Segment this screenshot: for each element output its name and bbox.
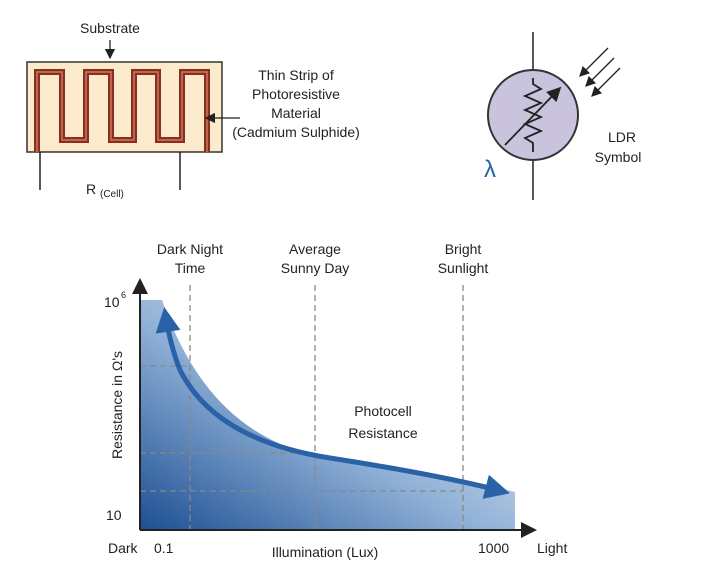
x-axis-title: Illumination (Lux) — [272, 544, 379, 560]
ldr-label: LDR — [608, 129, 636, 145]
marker-label: Time — [175, 260, 206, 276]
marker-label: Dark Night — [157, 241, 223, 257]
y-axis-title: Resistance in Ω's — [109, 351, 125, 459]
resistance-subscript: (Cell) — [100, 189, 124, 200]
x-right-end: Light — [537, 540, 567, 556]
marker-label: Average — [289, 241, 341, 257]
area — [140, 300, 515, 530]
light-arrow — [579, 47, 609, 77]
x-left-value: 0.1 — [154, 540, 174, 556]
ldr-label: Symbol — [595, 149, 642, 165]
cell-diagram: Substrate Thin Strip of Photoresistive M… — [26, 20, 360, 200]
light-arrow — [585, 57, 615, 87]
substrate-label: Substrate — [80, 20, 140, 36]
resistance-label: R — [86, 181, 96, 197]
curve — [155, 307, 183, 371]
graph: Dark Night Time Average Sunny Day Bright… — [104, 241, 567, 560]
x-right-value: 1000 — [478, 540, 509, 556]
marker-label: Bright — [445, 241, 482, 257]
light-arrow — [591, 67, 621, 97]
variable-arrow — [504, 86, 562, 146]
strip-label: Material — [271, 105, 321, 121]
curve-label: Photocell — [354, 403, 412, 419]
strip-label: (Cadmium Sulphide) — [232, 124, 360, 140]
strip-inner — [36, 71, 208, 152]
y-top-exponent: 6 — [121, 290, 126, 300]
curve-label: Resistance — [348, 425, 417, 441]
x-left-end: Dark — [108, 540, 139, 556]
strip-label: Thin Strip of — [258, 67, 334, 83]
marker-label: Sunlight — [438, 260, 489, 276]
y-bottom-label: 10 — [106, 507, 122, 523]
ldr-symbol: λ LDR Symbol — [484, 32, 641, 200]
marker-label: Sunny Day — [281, 260, 349, 276]
y-top-label: 10 — [104, 294, 120, 310]
strip-label: Photoresistive — [252, 86, 340, 102]
lambda: λ — [484, 156, 496, 183]
resistor — [522, 78, 544, 152]
curve — [177, 368, 510, 499]
